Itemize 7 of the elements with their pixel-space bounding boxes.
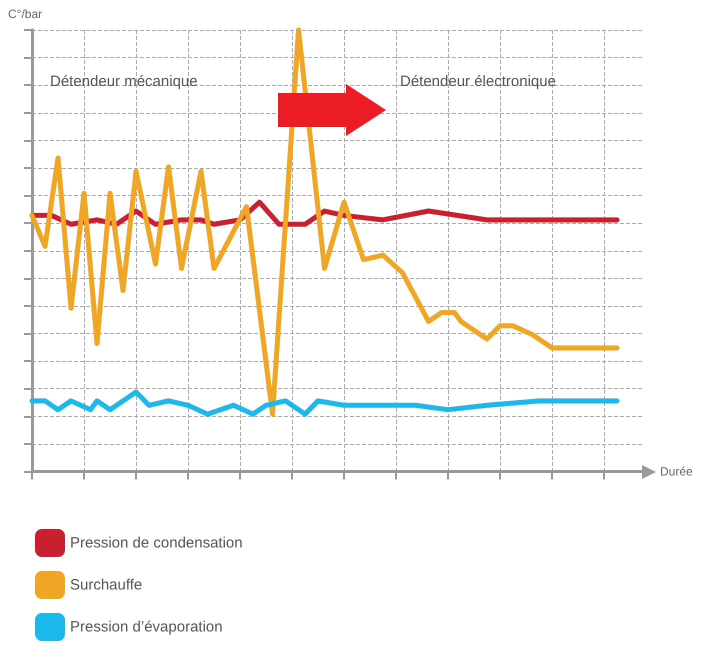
legend-label: Pression de condensation [70,534,243,552]
annotation: Détendeur mécanique [50,73,198,90]
annotation: Détendeur électronique [400,73,556,90]
y-axis-title: C°/bar [8,7,42,21]
x-axis-title: Durée [660,464,694,478]
legend-label: Surchauffe [70,576,142,594]
legend-label: Pression d’évaporation [70,618,223,636]
